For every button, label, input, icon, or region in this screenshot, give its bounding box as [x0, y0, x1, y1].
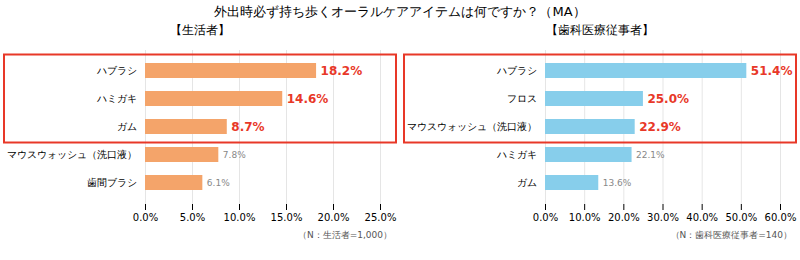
- svg-text:22.1%: 22.1%: [636, 150, 665, 160]
- svg-text:0.0%: 0.0%: [533, 212, 558, 223]
- svg-text:20.0%: 20.0%: [608, 212, 640, 223]
- svg-text:13.6%: 13.6%: [603, 178, 632, 188]
- svg-text:22.9%: 22.9%: [639, 120, 681, 134]
- svg-text:7.8%: 7.8%: [223, 150, 246, 160]
- svg-text:0.0%: 0.0%: [133, 212, 158, 223]
- svg-text:51.4%: 51.4%: [751, 64, 793, 78]
- svg-text:10.0%: 10.0%: [224, 212, 256, 223]
- svg-text:50.0%: 50.0%: [725, 212, 757, 223]
- svg-text:ガム: ガム: [517, 177, 537, 188]
- html-text:外出時必ず持ち歩くオーラルケアアイテムは何ですか？（MA）: 外出時必ず持ち歩くオーラルケアアイテムは何ですか？（MA）: [214, 4, 586, 19]
- svg-text:14.6%: 14.6%: [287, 92, 329, 106]
- svg-text:25.0%: 25.0%: [647, 92, 689, 106]
- html-text:【歯科医療従事者】: 【歯科医療従事者】: [546, 23, 654, 37]
- svg-text:6.1%: 6.1%: [207, 178, 230, 188]
- svg-text:8.7%: 8.7%: [231, 120, 264, 134]
- svg-text:25.0%: 25.0%: [365, 212, 397, 223]
- html-text:（N：歯科医療従事者=140）: （N：歯科医療従事者=140）: [670, 230, 792, 240]
- svg-text:20.0%: 20.0%: [318, 212, 350, 223]
- svg-text:ハブラシ: ハブラシ: [496, 65, 537, 76]
- svg-text:30.0%: 30.0%: [647, 212, 679, 223]
- html-text:（N：生活者=1,000）: （N：生活者=1,000）: [298, 230, 392, 240]
- svg-text:15.0%: 15.0%: [271, 212, 303, 223]
- svg-text:マウスウォッシュ（洗口液）: マウスウォッシュ（洗口液）: [7, 149, 137, 160]
- svg-text:ハミガキ: ハミガキ: [96, 93, 137, 104]
- svg-text:ガム: ガム: [117, 121, 137, 132]
- svg-text:ハミガキ: ハミガキ: [496, 149, 537, 160]
- svg-text:5.0%: 5.0%: [180, 212, 205, 223]
- svg-text:マウスウォッシュ（洗口液）: マウスウォッシュ（洗口液）: [407, 121, 537, 132]
- svg-text:60.0%: 60.0%: [765, 212, 797, 223]
- svg-text:歯間ブラシ: 歯間ブラシ: [87, 177, 137, 188]
- svg-text:18.2%: 18.2%: [321, 64, 363, 78]
- svg-text:フロス: フロス: [507, 93, 537, 104]
- svg-text:10.0%: 10.0%: [569, 212, 601, 223]
- html-text:【生活者】: 【生活者】: [170, 23, 230, 37]
- svg-text:ハブラシ: ハブラシ: [96, 65, 137, 76]
- svg-text:40.0%: 40.0%: [686, 212, 718, 223]
